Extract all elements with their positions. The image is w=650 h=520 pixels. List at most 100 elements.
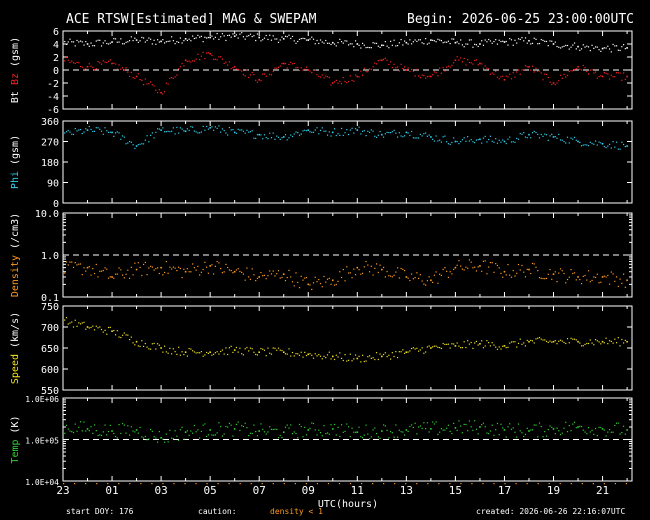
scatter-dot [272,347,274,349]
scatter-dot [221,58,224,60]
scatter-dot [468,140,471,142]
scatter-dot [79,40,82,42]
scatter-dot [472,267,474,269]
scatter-dot [572,423,574,425]
scatter-dot [202,355,204,357]
scatter-dot [598,49,600,51]
scatter-dot [521,264,523,267]
data-point [503,429,506,431]
scatter-dot [612,76,614,78]
scatter-dot [537,70,539,72]
scatter-dot [225,132,227,134]
scatter-dot [267,138,269,140]
scatter-dot [547,428,549,431]
scatter-dot [584,46,586,48]
scatter-dot [228,126,231,129]
scatter-dot [253,73,255,76]
scatter-dot [207,272,210,274]
data-point [552,340,555,343]
scatter-dot [544,278,546,280]
scatter-dot [106,42,108,45]
scatter-dot [321,127,323,129]
scatter-dot [211,35,213,37]
scatter-dot [291,135,294,138]
data-point [381,430,383,432]
scatter-dot [428,345,430,347]
scatter-dot [493,40,495,43]
scatter-dot [439,139,441,141]
scatter-dot [213,58,215,61]
scatter-dot [444,429,446,431]
scatter-dot [428,276,430,278]
scatter-dot [142,345,145,347]
scatter-dot [74,319,76,321]
scatter-dot [99,270,101,272]
scatter-dot [551,278,553,280]
scatter-dot [192,350,194,352]
scatter-dot [333,358,336,361]
scatter-dot [288,427,290,429]
scatter-dot [414,276,416,279]
scatter-dot [158,89,160,91]
scatter-dot [382,424,385,426]
scatter-dot [554,136,556,138]
scatter-dot [269,352,271,354]
scatter-dot [325,39,327,42]
scatter-dot [228,422,231,425]
scatter-dot [293,40,295,42]
scatter-dot [309,38,311,40]
scatter-dot [556,343,558,345]
scatter-dot [106,61,108,64]
scatter-dot [286,67,288,69]
scatter-dot [76,39,78,42]
scatter-dot [579,342,581,344]
data-point [430,136,432,138]
scatter-dot [330,43,332,46]
scatter-dot [242,74,245,76]
scatter-dot [176,435,178,437]
scatter-dot [414,348,416,350]
scatter-dot [288,348,290,350]
scatter-dot [123,43,125,45]
scatter-dot [181,426,183,428]
density-flag-dot [526,483,528,485]
scatter-dot [232,33,234,35]
scatter-dot [127,41,129,43]
scatter-dot [489,345,492,347]
density-flag-dot [548,483,550,485]
scatter-dot [496,422,499,425]
scatter-dot [290,276,292,278]
scatter-dot [382,266,385,269]
scatter-dot [568,342,570,344]
data-point [528,340,530,343]
scatter-dot [274,428,276,430]
scatter-dot [99,39,101,41]
scatter-dot [318,353,320,356]
scatter-dot [263,73,266,75]
scatter-dot [295,432,297,435]
scatter-dot [335,434,337,436]
scatter-dot [127,334,129,336]
scatter-dot [347,44,350,46]
scatter-dot [603,429,605,431]
scatter-dot [570,269,572,271]
data-point [552,428,555,430]
scatter-dot [267,69,269,71]
density-flag-dot [515,483,517,485]
scatter-dot [575,339,577,341]
scatter-dot [179,267,181,270]
scatter-dot [121,422,124,425]
scatter-dot [566,44,569,47]
scatter-dot [512,72,514,74]
scatter-dot [214,36,217,38]
scatter-dot [214,58,217,60]
scatter-dot [311,288,313,291]
scatter-dot [290,61,292,64]
scatter-dot [302,130,304,132]
scatter-dot [291,281,294,283]
scatter-dot [321,435,323,437]
scatter-dot [286,36,288,38]
scatter-dot [242,130,245,132]
scatter-dot [619,278,621,280]
scatter-dot [93,45,96,47]
